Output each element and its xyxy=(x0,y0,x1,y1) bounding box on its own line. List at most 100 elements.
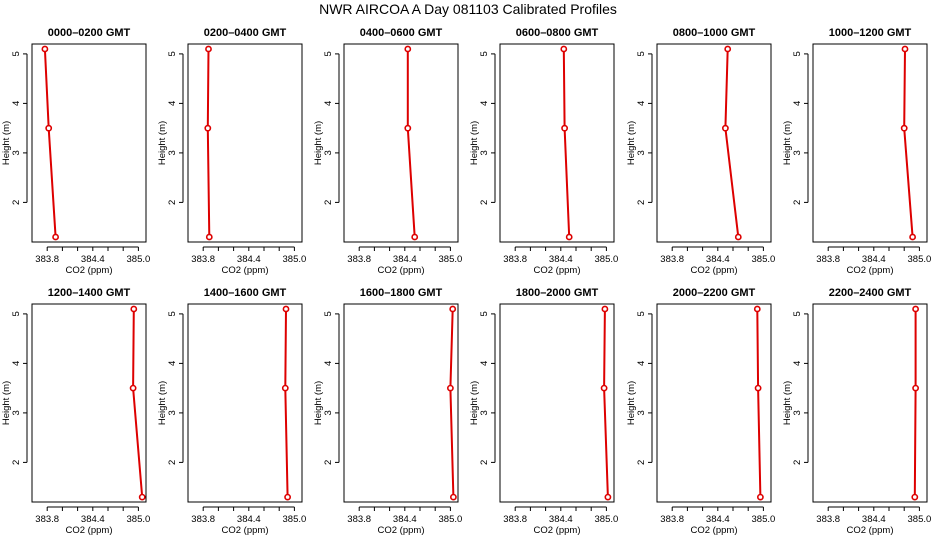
chart-panel: 0000–0200 GMT 383.8 384.4 385.0 CO2 (ppm) 2 3 4… xyxy=(1,27,150,276)
y-tick-label: 4 xyxy=(636,101,647,106)
x-tick-label: 385.0 xyxy=(908,514,932,525)
data-point xyxy=(909,233,916,241)
panel-title: 0400–0600 GMT xyxy=(360,27,443,39)
y-tick-label: 2 xyxy=(323,200,334,205)
x-tick-label: 384.4 xyxy=(237,514,261,525)
y-axis-label: Height (m) xyxy=(313,121,324,165)
y-tick-label: 3 xyxy=(11,410,22,415)
plot-box xyxy=(499,303,615,503)
data-point xyxy=(45,124,53,132)
y-tick-label: 3 xyxy=(792,150,803,155)
y-tick-label: 3 xyxy=(323,410,334,415)
x-axis-label: CO2 (ppm) xyxy=(534,265,581,276)
y-tick-label: 2 xyxy=(792,200,803,205)
x-tick-label: 384.4 xyxy=(393,254,417,265)
panel-title: 1200–1400 GMT xyxy=(48,287,131,299)
y-tick-label: 3 xyxy=(479,150,490,155)
data-point xyxy=(604,493,612,501)
panel-title: 0200–0400 GMT xyxy=(204,27,287,39)
x-axis-label: CO2 (ppm) xyxy=(222,525,269,536)
y-tick-label: 5 xyxy=(792,51,803,56)
y-axis-label: Height (m) xyxy=(469,381,480,425)
data-point xyxy=(757,493,764,501)
data-point xyxy=(901,45,909,53)
panel-title: 1800–2000 GMT xyxy=(516,287,599,299)
x-tick-label: 385.0 xyxy=(752,254,776,265)
x-tick-label: 383.8 xyxy=(660,254,684,265)
y-axis-label: Height (m) xyxy=(1,121,12,165)
chart-panel: 1200–1400 GMT 383.8 384.4 385.0 CO2 (ppm) 2 3 4… xyxy=(1,287,150,536)
data-point xyxy=(282,305,290,313)
data-point xyxy=(52,233,59,241)
x-tick-label: 383.8 xyxy=(503,514,527,525)
y-tick-label: 4 xyxy=(11,101,22,106)
y-axis-label: Height (m) xyxy=(313,381,324,425)
y-tick-label: 3 xyxy=(479,410,490,415)
x-axis-label: CO2 (ppm) xyxy=(66,265,113,276)
chart-panel: 2200–2400 GMT 383.8 384.4 385.0 CO2 (ppm) 2 3 4… xyxy=(782,287,931,536)
x-tick-label: 385.0 xyxy=(127,254,151,265)
x-tick-label: 385.0 xyxy=(595,254,619,265)
chart-panel: 1000–1200 GMT 383.8 384.4 385.0 CO2 (ppm) 2 3 4… xyxy=(782,27,931,276)
x-tick-label: 383.8 xyxy=(660,514,684,525)
chart-panel: 1800–2000 GMT 383.8 384.4 385.0 CO2 (ppm) 2 3 4… xyxy=(469,287,618,536)
data-point xyxy=(281,384,289,392)
data-point xyxy=(411,233,419,241)
y-tick-label: 4 xyxy=(11,361,22,366)
data-point xyxy=(911,493,919,501)
y-tick-label: 5 xyxy=(323,51,334,56)
figure-title: NWR AIRCOA A Day 081103 Calibrated Profi… xyxy=(319,1,617,17)
y-tick-label: 3 xyxy=(792,410,803,415)
y-tick-label: 4 xyxy=(636,361,647,366)
y-tick-label: 5 xyxy=(479,311,490,316)
x-tick-label: 383.8 xyxy=(35,514,59,525)
series-line xyxy=(903,48,914,238)
data-point xyxy=(284,493,291,501)
x-axis-label: CO2 (ppm) xyxy=(847,525,894,536)
y-tick-label: 5 xyxy=(636,51,647,56)
y-tick-label: 2 xyxy=(11,200,22,205)
data-point xyxy=(753,305,761,313)
y-tick-label: 3 xyxy=(11,150,22,155)
y-tick-label: 4 xyxy=(479,361,490,366)
data-point xyxy=(446,384,454,392)
panel-title: 1000–1200 GMT xyxy=(829,27,912,39)
y-tick-label: 4 xyxy=(792,101,803,106)
y-tick-label: 2 xyxy=(479,460,490,465)
x-tick-label: 385.0 xyxy=(127,514,151,525)
data-point xyxy=(912,384,919,392)
y-tick-label: 3 xyxy=(167,150,178,155)
y-axis-label: Height (m) xyxy=(626,121,637,165)
y-tick-label: 4 xyxy=(167,101,178,106)
data-point xyxy=(404,45,412,53)
data-point xyxy=(205,45,212,53)
plot-box xyxy=(31,43,147,243)
y-tick-label: 2 xyxy=(11,460,22,465)
series-line xyxy=(206,48,211,238)
series-line xyxy=(724,48,740,238)
series-line xyxy=(449,308,455,498)
x-axis-label: CO2 (ppm) xyxy=(378,265,425,276)
y-axis-label: Height (m) xyxy=(469,121,480,165)
x-tick-label: 385.0 xyxy=(595,514,619,525)
panel-title: 0600–0800 GMT xyxy=(516,27,599,39)
y-axis-label: Height (m) xyxy=(782,121,793,165)
data-point xyxy=(404,124,412,132)
x-tick-label: 384.4 xyxy=(237,254,261,265)
y-tick-label: 4 xyxy=(167,361,178,366)
x-tick-label: 384.4 xyxy=(81,514,105,525)
plot-box xyxy=(343,303,459,503)
chart-panel: 1400–1600 GMT 383.8 384.4 385.0 CO2 (ppm) 2 3 4… xyxy=(157,287,306,536)
y-axis-label: Height (m) xyxy=(626,381,637,425)
x-tick-label: 384.4 xyxy=(862,514,886,525)
chart-panels: 0000–0200 GMT 383.8 384.4 385.0 CO2 (ppm) 2 3 4… xyxy=(1,27,931,536)
data-point xyxy=(900,124,908,132)
plot-box xyxy=(187,43,303,243)
data-point xyxy=(560,45,568,53)
y-tick-label: 5 xyxy=(167,311,178,316)
y-tick-label: 2 xyxy=(167,460,178,465)
panel-title: 0800–1000 GMT xyxy=(673,27,756,39)
series-line xyxy=(603,308,609,498)
x-tick-label: 383.8 xyxy=(191,254,215,265)
